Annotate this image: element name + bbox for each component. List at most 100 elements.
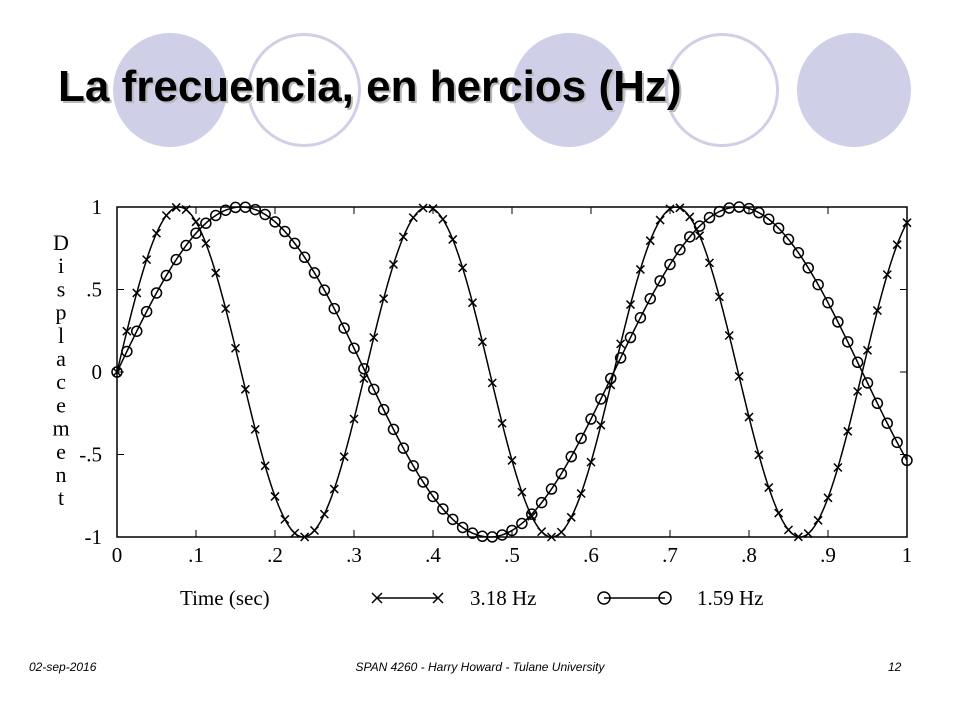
data-point-o xyxy=(812,278,824,291)
data-point-x xyxy=(902,218,912,228)
data-point-x xyxy=(783,525,794,535)
data-point-o xyxy=(190,227,202,239)
data-point-o xyxy=(338,322,350,334)
data-point-x xyxy=(151,228,162,238)
y-axis-label-char: e xyxy=(56,392,66,417)
data-point-o xyxy=(693,220,706,232)
data-point-x xyxy=(754,450,764,460)
y-tick-label: 0 xyxy=(92,360,103,384)
series-line-1 xyxy=(116,206,908,538)
data-point-o xyxy=(624,331,637,344)
data-point-x xyxy=(142,255,152,265)
data-point-x xyxy=(517,487,527,497)
decor-circle-5 xyxy=(797,33,911,147)
data-point-o xyxy=(368,383,380,396)
data-point-o xyxy=(210,209,222,222)
data-point-x xyxy=(734,371,744,381)
data-point-o xyxy=(496,529,508,541)
data-point-o xyxy=(595,393,607,405)
y-axis-label-char: t xyxy=(58,485,64,510)
y-axis-label-char: i xyxy=(58,253,64,278)
x-tick-label: .7 xyxy=(662,543,678,567)
data-point-x xyxy=(122,326,132,336)
data-point-x xyxy=(616,339,626,349)
x-tick-label: .3 xyxy=(346,543,362,567)
series-line-2 xyxy=(116,206,908,538)
data-point-o xyxy=(387,423,400,436)
data-point-o xyxy=(822,296,834,309)
y-axis-label-char: c xyxy=(56,369,66,394)
data-point-o xyxy=(664,258,676,271)
data-point-o xyxy=(644,292,656,305)
data-point-o xyxy=(200,217,212,229)
data-point-x xyxy=(487,378,497,388)
data-point-x xyxy=(833,462,843,473)
data-point-x xyxy=(132,288,142,298)
legend-marker-o xyxy=(658,591,672,605)
data-point-o xyxy=(456,521,469,534)
data-point-x xyxy=(576,488,586,499)
y-axis-label-char: l xyxy=(58,323,64,348)
data-point-o xyxy=(506,524,518,537)
data-point-o xyxy=(565,450,577,463)
data-point-o xyxy=(861,377,874,389)
decor-circle-4 xyxy=(665,33,779,147)
data-point-x xyxy=(280,514,290,524)
data-point-x xyxy=(329,484,339,494)
data-point-x xyxy=(546,532,557,542)
data-point-o xyxy=(447,513,459,526)
data-point-o xyxy=(743,202,755,215)
data-point-x xyxy=(339,452,349,462)
data-point-x xyxy=(645,236,655,246)
decor-circle-3 xyxy=(512,33,626,147)
decor-circle-1 xyxy=(113,33,227,147)
data-point-x xyxy=(586,457,596,467)
data-point-o xyxy=(259,208,271,221)
data-point-o xyxy=(614,352,627,364)
data-point-x xyxy=(349,414,359,424)
footer-date: 02-sep-2016 xyxy=(29,660,97,674)
data-point-x xyxy=(497,418,507,428)
data-point-o xyxy=(674,243,686,256)
y-axis-label-char: a xyxy=(56,346,66,371)
data-point-x xyxy=(695,231,705,241)
data-point-o xyxy=(358,363,370,375)
data-point-o xyxy=(111,366,123,378)
data-point-o xyxy=(605,372,617,385)
data-point-x xyxy=(211,268,221,278)
data-point-o xyxy=(249,203,261,216)
y-axis-label-char: D xyxy=(53,230,69,255)
data-point-x xyxy=(467,298,478,308)
data-point-x xyxy=(477,337,487,347)
legend-marker-x xyxy=(432,592,444,604)
data-point-o xyxy=(832,316,844,328)
data-point-o xyxy=(713,205,726,218)
data-point-o xyxy=(140,305,153,318)
data-point-o xyxy=(634,311,647,324)
legend-label-2: 1.59 Hz xyxy=(697,586,764,610)
y-axis-label-char: s xyxy=(57,276,66,301)
data-point-o xyxy=(753,206,765,219)
data-point-x xyxy=(428,204,438,214)
footer-center: SPAN 4260 - Harry Howard - Tulane Univer… xyxy=(355,660,605,674)
data-point-o xyxy=(575,432,587,445)
data-point-o xyxy=(417,476,429,488)
x-tick-label: .6 xyxy=(583,543,599,567)
data-point-o xyxy=(437,503,449,515)
data-point-x xyxy=(181,205,191,215)
data-point-x xyxy=(764,483,774,493)
data-point-x xyxy=(596,420,606,430)
data-point-x xyxy=(171,202,181,212)
data-point-o xyxy=(842,336,854,348)
data-point-x xyxy=(724,330,734,341)
data-point-x xyxy=(369,332,379,343)
data-point-o xyxy=(298,251,311,264)
data-point-x xyxy=(260,461,270,471)
data-point-x xyxy=(704,258,715,268)
page-number: 12 xyxy=(888,660,902,674)
data-point-x xyxy=(458,263,468,273)
data-point-o xyxy=(121,345,133,358)
y-tick-label: -1 xyxy=(85,525,103,549)
data-point-x xyxy=(221,304,231,314)
